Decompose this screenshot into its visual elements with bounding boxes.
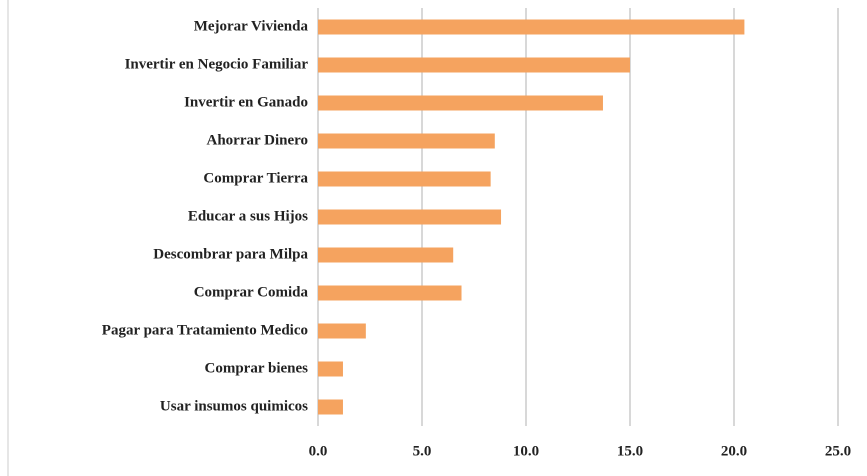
y-tick-label: Descombrar para Milpa xyxy=(153,246,308,262)
bar xyxy=(318,171,491,187)
y-tick-label: Educar a sus Hijos xyxy=(188,208,308,224)
y-tick-label: Mejorar Vivienda xyxy=(194,18,309,34)
bar xyxy=(318,247,454,263)
x-tick-label: 5.0 xyxy=(413,443,432,459)
x-tick-label: 15.0 xyxy=(617,443,643,459)
y-tick-label: Invertir en Ganado xyxy=(184,94,308,110)
bar xyxy=(318,323,366,339)
x-tick-label: 25.0 xyxy=(825,443,851,459)
bar xyxy=(318,19,745,35)
x-tick-label: 10.0 xyxy=(513,443,539,459)
y-tick-label: Ahorrar Dinero xyxy=(206,132,308,148)
x-tick-label: 20.0 xyxy=(721,443,747,459)
bar xyxy=(318,209,502,225)
x-tick-label: 0.0 xyxy=(309,443,328,459)
y-tick-label: Invertir en Negocio Familiar xyxy=(125,56,309,72)
y-tick-label: Comprar Tierra xyxy=(203,170,308,186)
bar xyxy=(318,133,495,149)
y-tick-label: Pagar para Tratamiento Medico xyxy=(102,322,308,338)
bar xyxy=(318,57,630,73)
bar xyxy=(318,95,603,111)
bar xyxy=(318,285,462,301)
y-tick-label: Comprar bienes xyxy=(205,360,309,376)
bar xyxy=(318,361,343,377)
y-tick-label: Comprar Comida xyxy=(194,284,309,300)
bar xyxy=(318,399,343,415)
y-tick-label: Usar insumos quimicos xyxy=(160,398,308,414)
